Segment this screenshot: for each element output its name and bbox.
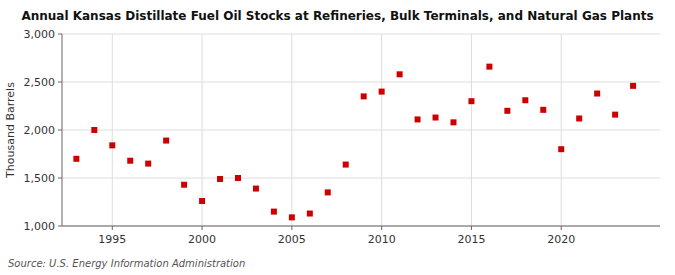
x-tick-label: 2005 bbox=[278, 233, 306, 246]
x-tick-label: 2020 bbox=[547, 233, 575, 246]
point bbox=[558, 146, 564, 152]
x-grid-line bbox=[291, 34, 292, 226]
point bbox=[415, 116, 421, 122]
x-axis-line bbox=[62, 226, 660, 227]
points bbox=[73, 64, 636, 221]
point bbox=[433, 115, 439, 121]
x-tick-label: 1995 bbox=[98, 233, 126, 246]
point bbox=[486, 64, 492, 70]
point bbox=[307, 211, 313, 217]
y-tick-label: 2,000 bbox=[24, 124, 56, 137]
x-tick bbox=[381, 226, 382, 230]
y-tick bbox=[58, 34, 62, 35]
point bbox=[73, 156, 79, 162]
x-grid-line bbox=[471, 34, 472, 226]
point bbox=[343, 162, 349, 168]
point bbox=[540, 107, 546, 113]
y-grid-line bbox=[62, 226, 660, 227]
y-tick bbox=[58, 178, 62, 179]
x-tick bbox=[471, 226, 472, 230]
y-tick bbox=[58, 82, 62, 83]
x-grid-line bbox=[561, 34, 562, 226]
point bbox=[522, 97, 528, 103]
point bbox=[199, 198, 205, 204]
point bbox=[235, 175, 241, 181]
x-grid-line bbox=[112, 34, 113, 226]
point bbox=[109, 142, 115, 148]
x-tick bbox=[112, 226, 113, 230]
y-tick-label: 1,000 bbox=[24, 220, 56, 233]
point bbox=[271, 209, 277, 215]
chart: 1,000 1,500 2,000 2,500 3,000 1995 2000 2005 201… bbox=[0, 0, 675, 275]
point bbox=[450, 119, 456, 125]
ticks: 1,000 1,500 2,000 2,500 3,000 1995 2000 2005 201… bbox=[24, 28, 576, 246]
grid bbox=[62, 34, 660, 226]
x-tick-label: 2000 bbox=[188, 233, 216, 246]
point bbox=[145, 161, 151, 167]
source: Source: U.S. Energy Information Administ… bbox=[8, 258, 245, 269]
point bbox=[91, 127, 97, 133]
point bbox=[181, 182, 187, 188]
point bbox=[468, 98, 474, 104]
x-tick-label: 2010 bbox=[368, 233, 396, 246]
point bbox=[576, 115, 582, 121]
point bbox=[379, 89, 385, 95]
y-grid-line bbox=[62, 34, 660, 35]
title: Annual Kansas Distillate Fuel Oil Stocks… bbox=[21, 9, 653, 23]
point bbox=[361, 93, 367, 99]
point bbox=[504, 108, 510, 114]
y-axis-label: Thousand Barrels bbox=[4, 82, 17, 179]
y-grid-line bbox=[62, 130, 660, 131]
x-grid-line bbox=[381, 34, 382, 226]
point bbox=[612, 112, 618, 118]
point bbox=[127, 158, 133, 164]
y-tick bbox=[58, 226, 62, 227]
x-tick bbox=[561, 226, 562, 230]
y-tick-label: 3,000 bbox=[24, 28, 56, 41]
y-tick bbox=[58, 130, 62, 131]
y-tick-label: 1,500 bbox=[24, 172, 56, 185]
point bbox=[163, 138, 169, 144]
x-tick bbox=[202, 226, 203, 230]
y-grid-line bbox=[62, 178, 660, 179]
point bbox=[325, 189, 331, 195]
y-grid-line bbox=[62, 82, 660, 83]
y-tick-label: 2,500 bbox=[24, 76, 56, 89]
point bbox=[289, 214, 295, 220]
page: {"chart_data": { "type": "scatter", "tit… bbox=[0, 0, 675, 275]
point bbox=[217, 176, 223, 182]
x-grid-line bbox=[202, 34, 203, 226]
point bbox=[397, 71, 403, 77]
point bbox=[594, 91, 600, 97]
point bbox=[630, 83, 636, 89]
x-tick bbox=[291, 226, 292, 230]
x-tick-label: 2015 bbox=[457, 233, 485, 246]
point bbox=[253, 186, 259, 192]
